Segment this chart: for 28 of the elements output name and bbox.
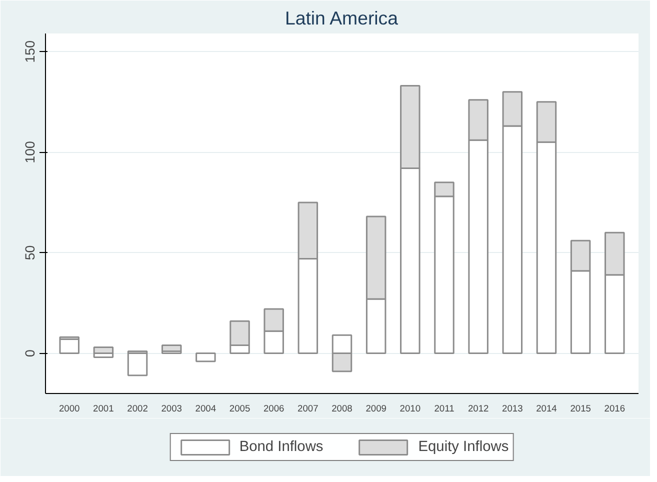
x-tick-label: 2015 — [570, 404, 591, 414]
x-tick-label: 2002 — [127, 404, 148, 414]
bar — [127, 352, 148, 376]
legend-label: Bond Inflows — [239, 439, 324, 455]
bar — [196, 352, 216, 362]
y-tick-label: 0 — [22, 350, 38, 357]
x-tick-label: 2000 — [58, 404, 80, 414]
x-tick-label: 2010 — [400, 404, 421, 414]
x-tick-label: 2016 — [604, 404, 626, 414]
bar — [59, 338, 80, 354]
x-tick-label: 2012 — [468, 404, 489, 414]
y-tick-label: 150 — [22, 40, 38, 63]
x-tick-label: 2003 — [161, 404, 182, 414]
y-tick-label: 50 — [22, 245, 38, 260]
bar — [93, 346, 114, 354]
legend-label: Equity Inflows — [418, 439, 509, 455]
x-tick-label: 2011 — [434, 404, 454, 414]
x-tick-label: 2006 — [263, 404, 284, 414]
x-tick-label: 2007 — [298, 404, 318, 414]
x-tick-label: 2004 — [195, 404, 216, 414]
x-tick-label: 2013 — [502, 404, 523, 414]
x-tick-label: 2009 — [366, 404, 386, 414]
x-tick-label: 2014 — [536, 404, 557, 414]
x-tick-label: 2008 — [332, 404, 352, 414]
x-tick-label: 2001 — [93, 404, 114, 414]
y-tick-label: 100 — [22, 141, 38, 164]
chart-title: Latin America — [284, 8, 399, 28]
x-tick-label: 2005 — [229, 404, 250, 414]
